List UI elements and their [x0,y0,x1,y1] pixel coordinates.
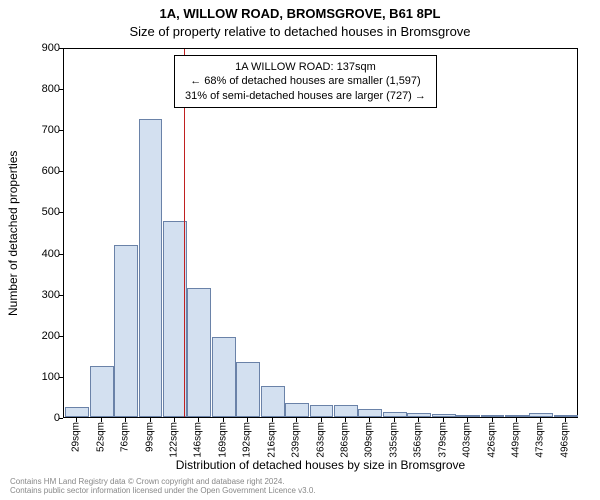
histogram-bar [236,362,260,417]
histogram-bar [212,337,236,417]
histogram-bar [65,407,89,417]
x-tick-label: 146sqm [193,422,204,458]
y-tick-label: 500 [42,206,60,218]
x-tick-label: 239sqm [291,422,302,458]
x-tick-label: 263sqm [315,422,326,458]
histogram-bar [383,412,407,417]
footer-attribution: Contains HM Land Registry data © Crown c… [10,477,316,496]
y-tick-label: 200 [42,330,60,342]
x-tick-label: 403sqm [462,422,473,458]
y-tick-label: 900 [42,42,60,54]
y-tick-label: 800 [42,83,60,95]
x-tick-label: 496sqm [559,422,570,458]
chart-title-sub: Size of property relative to detached ho… [0,24,600,39]
histogram-bar [505,415,529,417]
x-tick-label: 426sqm [486,422,497,458]
histogram-bar [139,119,163,417]
x-tick-label: 379sqm [437,422,448,458]
chart-container: 1A, WILLOW ROAD, BROMSGROVE, B61 8PL Siz… [0,0,600,500]
histogram-bar [481,415,505,417]
annotation-line1: 1A WILLOW ROAD: 137sqm [185,60,426,74]
histogram-bar [432,414,456,417]
x-tick-label: 99sqm [144,422,155,452]
annotation-box: 1A WILLOW ROAD: 137sqm← 68% of detached … [174,55,437,108]
x-tick-label: 52sqm [95,422,106,452]
histogram-bar [407,413,431,417]
y-tick-label: 600 [42,165,60,177]
x-tick-label: 169sqm [217,422,228,458]
x-tick-label: 192sqm [242,422,253,458]
histogram-bar [187,288,211,417]
histogram-bar [261,386,285,417]
footer-line1: Contains HM Land Registry data © Crown c… [10,477,316,487]
plot-area: 1A WILLOW ROAD: 137sqm← 68% of detached … [63,48,578,418]
y-tick-label: 400 [42,248,60,260]
histogram-bar [334,405,358,417]
x-tick-label: 356sqm [413,422,424,458]
x-tick-label: 449sqm [510,422,521,458]
histogram-bar [285,403,309,417]
y-tick-label: 700 [42,124,60,136]
histogram-bar [90,366,114,417]
x-tick-label: 216sqm [266,422,277,458]
x-tick-label: 29sqm [71,422,82,452]
y-tick-label: 300 [42,289,60,301]
histogram-bar [554,415,578,417]
histogram-bar [529,413,553,417]
histogram-bar [114,245,138,417]
x-tick-label: 335sqm [388,422,399,458]
annotation-line3: 31% of semi-detached houses are larger (… [185,89,426,103]
x-tick-label: 122sqm [168,422,179,458]
chart-title-main: 1A, WILLOW ROAD, BROMSGROVE, B61 8PL [0,6,600,21]
x-axis-label: Distribution of detached houses by size … [63,458,578,472]
x-tick-label: 286sqm [339,422,350,458]
x-tick-label: 309sqm [364,422,375,458]
histogram-bar [310,405,334,417]
histogram-bar [358,409,382,417]
y-axis-label: Number of detached properties [6,48,22,418]
x-tick-label: 473sqm [535,422,546,458]
histogram-bar [456,415,480,417]
annotation-line2: ← 68% of detached houses are smaller (1,… [185,74,426,88]
footer-line2: Contains public sector information licen… [10,486,316,496]
x-tick-label: 76sqm [120,422,131,452]
y-tick-label: 100 [42,371,60,383]
